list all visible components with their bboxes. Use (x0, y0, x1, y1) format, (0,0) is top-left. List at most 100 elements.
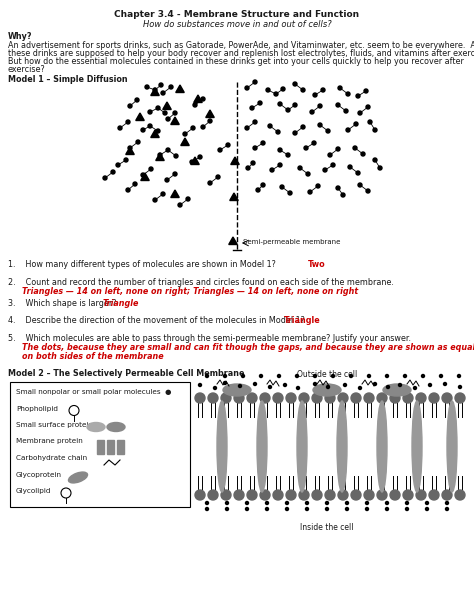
Circle shape (161, 192, 165, 196)
Circle shape (241, 375, 245, 378)
Circle shape (386, 386, 390, 389)
Circle shape (405, 501, 409, 504)
Text: Inside the cell: Inside the cell (300, 523, 354, 532)
Circle shape (338, 393, 348, 403)
Circle shape (299, 393, 309, 403)
Circle shape (218, 148, 222, 152)
Circle shape (141, 128, 145, 132)
Circle shape (261, 183, 265, 187)
Circle shape (276, 130, 280, 134)
Circle shape (195, 490, 205, 500)
Circle shape (316, 184, 320, 188)
Circle shape (198, 155, 202, 159)
Circle shape (260, 490, 270, 500)
Text: Semi-permeable membrane: Semi-permeable membrane (243, 239, 340, 245)
Circle shape (259, 375, 263, 378)
Circle shape (260, 393, 270, 403)
Circle shape (403, 375, 407, 378)
Circle shape (426, 501, 428, 504)
Circle shape (286, 393, 296, 403)
Ellipse shape (447, 401, 457, 492)
Text: An advertisement for sports drinks, such as Gatorade, PowerAde, and Vitaminwater: An advertisement for sports drinks, such… (8, 41, 474, 50)
Circle shape (325, 490, 335, 500)
Circle shape (247, 393, 257, 403)
Circle shape (446, 508, 448, 511)
Circle shape (191, 126, 195, 130)
Circle shape (399, 384, 401, 387)
Circle shape (377, 490, 387, 500)
Circle shape (312, 393, 322, 403)
Circle shape (446, 501, 448, 504)
Circle shape (346, 501, 348, 504)
Circle shape (253, 146, 257, 150)
Text: Glycoprotein: Glycoprotein (16, 471, 62, 478)
Bar (97, 440, 104, 454)
Circle shape (444, 383, 447, 386)
Bar (117, 440, 124, 454)
Circle shape (226, 501, 228, 504)
Circle shape (368, 120, 372, 124)
Circle shape (280, 185, 284, 189)
Polygon shape (194, 95, 202, 102)
Circle shape (361, 152, 365, 156)
Circle shape (247, 490, 257, 500)
Circle shape (128, 146, 132, 150)
Circle shape (341, 193, 345, 197)
Bar (10, 382, 190, 507)
Circle shape (156, 106, 160, 110)
Text: Triangles — 14 on left, none on right; Triangles — 14 on left, none on right: Triangles — 14 on left, none on right; T… (22, 287, 358, 296)
Polygon shape (230, 193, 238, 200)
Circle shape (403, 393, 413, 403)
Circle shape (251, 161, 255, 165)
Circle shape (356, 94, 360, 98)
Circle shape (366, 189, 370, 193)
Circle shape (278, 102, 282, 106)
Circle shape (373, 158, 377, 162)
Circle shape (199, 384, 201, 387)
Circle shape (285, 501, 289, 504)
Circle shape (250, 106, 254, 110)
Circle shape (273, 393, 283, 403)
Polygon shape (191, 157, 199, 164)
Text: Model 2 – The Selectively Permeable Cell Membrane: Model 2 – The Selectively Permeable Cell… (8, 369, 245, 378)
Circle shape (385, 508, 389, 511)
Circle shape (421, 375, 425, 378)
Circle shape (301, 125, 305, 129)
Circle shape (161, 91, 165, 95)
Circle shape (288, 191, 292, 195)
Circle shape (318, 104, 322, 108)
Circle shape (442, 490, 452, 500)
Circle shape (201, 125, 205, 129)
Circle shape (201, 97, 205, 101)
Circle shape (126, 188, 130, 192)
Circle shape (310, 110, 314, 114)
Circle shape (278, 148, 282, 152)
Polygon shape (231, 157, 239, 164)
Ellipse shape (223, 384, 251, 396)
Text: 2.    Count and record the number of triangles and circles found on each side of: 2. Count and record the number of triang… (8, 278, 394, 287)
Text: Why?: Why? (8, 32, 33, 41)
Text: exercise?: exercise? (8, 65, 46, 74)
Circle shape (336, 103, 340, 107)
Circle shape (336, 147, 340, 151)
Circle shape (301, 88, 305, 92)
Circle shape (313, 383, 317, 386)
Circle shape (111, 170, 115, 174)
Ellipse shape (337, 401, 347, 492)
Circle shape (186, 197, 190, 201)
Circle shape (326, 508, 328, 511)
Circle shape (136, 140, 140, 144)
Text: Small surface protein: Small surface protein (16, 422, 93, 428)
Circle shape (268, 386, 272, 389)
Circle shape (367, 375, 371, 378)
Bar (107, 440, 114, 454)
Circle shape (331, 375, 335, 378)
Text: Membrane protein: Membrane protein (16, 438, 83, 444)
Circle shape (224, 381, 227, 384)
Polygon shape (181, 138, 189, 145)
Circle shape (328, 153, 332, 157)
Circle shape (377, 393, 387, 403)
Circle shape (156, 129, 160, 133)
Circle shape (455, 490, 465, 500)
Circle shape (295, 375, 299, 378)
